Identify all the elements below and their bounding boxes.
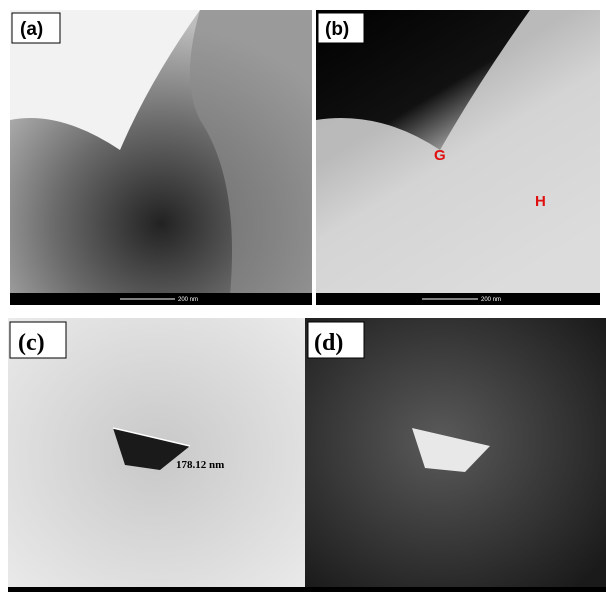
panel-a: 200 nm (a) [10,10,312,305]
measurement: 178.12 nm [176,459,224,471]
panel-label: (d) [314,330,343,356]
panel-b: 200 nm G H (b) [316,10,600,305]
scale-strip [8,587,305,592]
page: 200 nm (a) 200 nm G H (b) 178.12 nm (c) … [0,0,606,592]
figure: 200 nm (a) 200 nm G H (b) 178.12 nm (c) … [0,0,606,592]
panel-label: (b) [325,19,349,40]
annotation: G [434,147,446,164]
scale-label: 200 nm [178,297,198,303]
annotation: H [535,193,546,210]
scale-strip [305,587,606,592]
panel-c: 178.12 nm (c) [8,318,305,592]
panel-label: (c) [18,330,45,356]
scale-label: 200 nm [481,297,501,303]
panel-label: (a) [20,19,43,40]
panel-d: (d) [305,318,606,592]
